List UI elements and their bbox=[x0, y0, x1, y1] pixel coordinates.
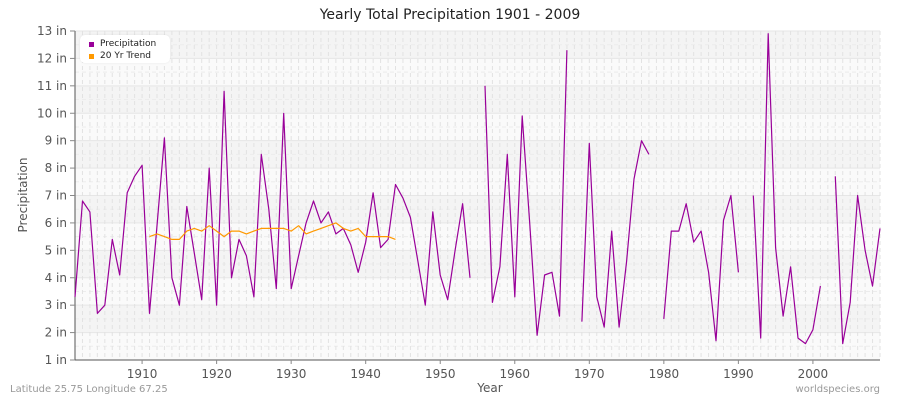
series-line bbox=[74, 90, 471, 314]
x-tick-label: 1990 bbox=[723, 367, 754, 381]
x-tick-label: 1930 bbox=[276, 367, 307, 381]
x-tick-label: 1920 bbox=[201, 367, 232, 381]
series-line bbox=[834, 176, 881, 345]
series-line bbox=[752, 33, 821, 345]
legend-label: 20 Yr Trend bbox=[100, 51, 152, 61]
x-tick-label: 1940 bbox=[350, 367, 381, 381]
x-tick-label: 1910 bbox=[127, 367, 158, 381]
series-line bbox=[149, 222, 396, 240]
x-tick-label: 1960 bbox=[499, 367, 530, 381]
y-tick-label: 5 in bbox=[45, 243, 67, 257]
y-tick-label: 8 in bbox=[45, 161, 67, 175]
y-tick-label: 11 in bbox=[37, 79, 67, 93]
legend-item-trend: 20 Yr Trend bbox=[89, 50, 170, 62]
x-axis-title: Year bbox=[476, 381, 502, 395]
y-tick-label: 3 in bbox=[45, 298, 67, 312]
x-tick-label: 1970 bbox=[574, 367, 605, 381]
y-axis-title: Precipitation bbox=[16, 157, 30, 232]
y-tick-label: 6 in bbox=[45, 216, 67, 230]
y-tick-label: 4 in bbox=[45, 271, 67, 285]
legend-label: Precipitation bbox=[100, 39, 157, 49]
y-tick-label: 1 in bbox=[45, 353, 67, 367]
axes bbox=[70, 30, 880, 364]
x-tick-label: 1980 bbox=[649, 367, 680, 381]
legend-item-precipitation: Precipitation bbox=[89, 38, 170, 50]
chart-title: Yearly Total Precipitation 1901 - 2009 bbox=[319, 7, 581, 23]
trend-swatch-icon bbox=[89, 53, 94, 59]
x-tick-label: 1950 bbox=[425, 367, 456, 381]
y-tick-label: 9 in bbox=[45, 134, 67, 148]
data-lines bbox=[74, 33, 881, 345]
location-label: Latitude 25.75 Longitude 67.25 bbox=[10, 384, 168, 395]
y-tick-label: 2 in bbox=[45, 326, 67, 340]
axis-labels: 1 in 2 in 3 in 4 in 5 in 6 in 7 in 8 in 9 in 10 i… bbox=[16, 24, 828, 395]
series-line bbox=[663, 194, 739, 342]
y-tick-label: 7 in bbox=[45, 189, 67, 203]
legend: Precipitation 20 Yr Trend bbox=[80, 35, 170, 63]
precipitation-swatch-icon bbox=[89, 41, 94, 47]
series-line bbox=[484, 50, 568, 336]
x-tick-label: 2000 bbox=[798, 367, 829, 381]
y-tick-label: 13 in bbox=[37, 24, 67, 38]
y-tick-label: 10 in bbox=[37, 106, 67, 120]
series-line bbox=[581, 140, 650, 328]
source-label: worldspecies.org bbox=[795, 384, 880, 395]
y-tick-label: 12 in bbox=[37, 51, 67, 65]
